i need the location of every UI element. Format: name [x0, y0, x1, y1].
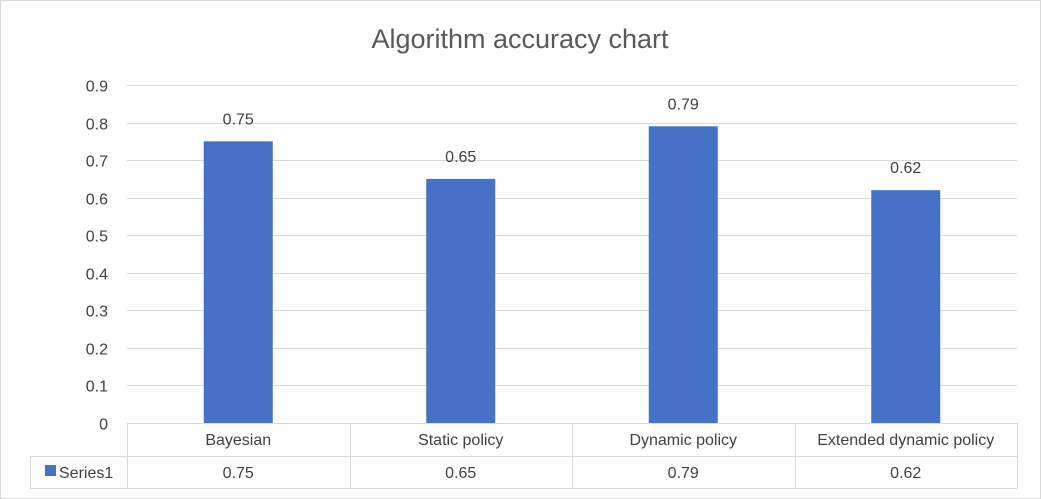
data-label: 0.62: [890, 160, 921, 177]
data-labels: 0.75 0.65 0.79 0.62: [223, 96, 922, 177]
data-label: 0.65: [445, 149, 476, 166]
bar: [871, 190, 941, 423]
gridlines: [127, 85, 1017, 386]
data-table: Bayesian 0.75 Static policy 0.65 Dynamic pol…: [30, 423, 1018, 489]
y-axis: 0 0.1 0.2 0.3 0.4 0.5 0.6 0.7 0.8 0.9: [86, 79, 108, 434]
category-label: Extended dynamic policy: [817, 432, 994, 449]
y-tick-label: 0.9: [86, 79, 108, 96]
data-label: 0.75: [223, 111, 254, 128]
category-label: Bayesian: [205, 432, 271, 449]
y-tick-label: 0.5: [86, 229, 108, 246]
table-value: 0.75: [223, 465, 254, 482]
legend-swatch: [45, 465, 56, 476]
table-value: 0.79: [668, 465, 699, 482]
y-tick-label: 0.3: [86, 304, 108, 321]
y-tick-label: 0.7: [86, 154, 108, 171]
bar: [648, 126, 718, 424]
table-value: 0.62: [890, 465, 921, 482]
y-tick-label: 0.4: [86, 267, 108, 284]
chart-title: Algorithm accuracy chart: [371, 24, 669, 54]
category-label: Dynamic policy: [629, 432, 737, 449]
bar: [426, 178, 496, 423]
data-label: 0.79: [668, 96, 699, 113]
category-label: Static policy: [418, 432, 503, 449]
y-tick-label: 0.2: [86, 342, 108, 359]
legend-label: Series1: [59, 465, 113, 482]
y-tick-label: 0: [99, 417, 108, 434]
y-tick-label: 0.8: [86, 117, 108, 134]
bars: [203, 126, 941, 424]
bar: [203, 141, 273, 424]
y-tick-label: 0.6: [86, 192, 108, 209]
y-tick-label: 0.1: [86, 379, 108, 396]
table-value: 0.65: [445, 465, 476, 482]
